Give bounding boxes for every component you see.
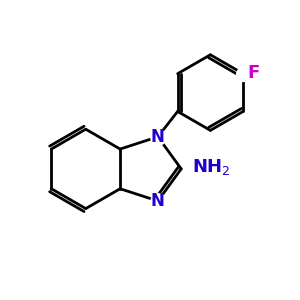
Text: NH$_2$: NH$_2$ xyxy=(192,157,230,177)
Text: N: N xyxy=(151,128,165,146)
Text: F: F xyxy=(248,64,260,82)
Text: N: N xyxy=(151,192,165,210)
